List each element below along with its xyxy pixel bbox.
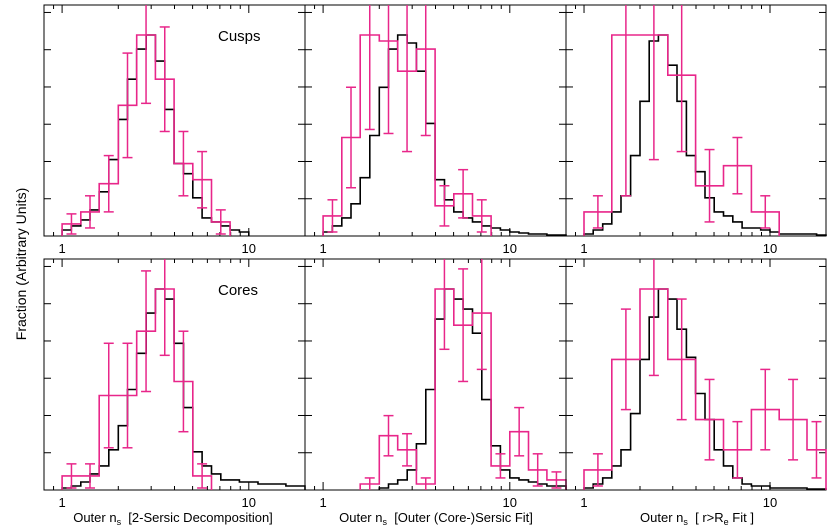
xlabel-prefix: Outer n bbox=[640, 510, 683, 525]
x-tick-label: 10 bbox=[763, 495, 777, 510]
model-histogram bbox=[322, 34, 567, 236]
x-axis-label-r-re-fit: Outer ns [ r>Re Fit ] bbox=[640, 510, 754, 527]
observed-histogram bbox=[583, 34, 780, 236]
x-tick-label: 10 bbox=[242, 495, 256, 510]
panel-cores-2sersic: 1 10 bbox=[43, 258, 306, 510]
xlabel-prefix: Outer n bbox=[73, 510, 116, 525]
model-histogram bbox=[583, 34, 827, 236]
xlabel-rest-2: Fit ] bbox=[729, 510, 754, 525]
xlabel-subscript-2: e bbox=[724, 517, 729, 527]
xlabel-prefix: Outer n bbox=[339, 510, 382, 525]
x-tick-label: 1 bbox=[58, 241, 65, 256]
panel-cusps-2sersic: 1 10 bbox=[43, 4, 306, 256]
x-tick-label: 10 bbox=[503, 495, 517, 510]
panel-cusps-outer: 1 10 bbox=[304, 4, 567, 256]
row-label-cusps: Cusps bbox=[218, 28, 261, 45]
xlabel-rest: [Outer (Core-)Sersic Fit] bbox=[387, 510, 533, 525]
row-label-cores: Cores bbox=[218, 282, 258, 299]
panel-cores-outer: 1 10 bbox=[304, 258, 567, 510]
x-tick-label: 10 bbox=[763, 241, 777, 256]
y-axis-label: Fraction (Arbitrary Units) bbox=[13, 188, 29, 340]
model-histogram bbox=[378, 288, 567, 490]
x-tick-label: 1 bbox=[319, 495, 326, 510]
x-tick-label: 1 bbox=[580, 495, 587, 510]
x-axis-label-2-sersic: Outer ns [2-Sersic Decomposition] bbox=[73, 510, 273, 527]
model-histogram bbox=[583, 288, 827, 490]
xlabel-subscript: s bbox=[117, 517, 122, 527]
xlabel-subscript: s bbox=[382, 517, 387, 527]
x-axis-label-outer-fit: Outer ns [Outer (Core-)Sersic Fit] bbox=[339, 510, 533, 527]
panel-cusps-r-re: 1 10 bbox=[565, 4, 827, 256]
x-tick-label: 10 bbox=[503, 241, 517, 256]
xlabel-subscript: s bbox=[683, 517, 688, 527]
panel-cores-r-re: 1 10 bbox=[565, 258, 827, 510]
xlabel-rest: [2-Sersic Decomposition] bbox=[121, 510, 273, 525]
observed-histogram bbox=[61, 288, 213, 490]
x-tick-label: 1 bbox=[319, 241, 326, 256]
xlabel-rest: [ r>R bbox=[688, 510, 724, 525]
x-tick-label: 10 bbox=[242, 241, 256, 256]
x-tick-label: 1 bbox=[58, 495, 65, 510]
x-tick-label: 1 bbox=[580, 241, 587, 256]
